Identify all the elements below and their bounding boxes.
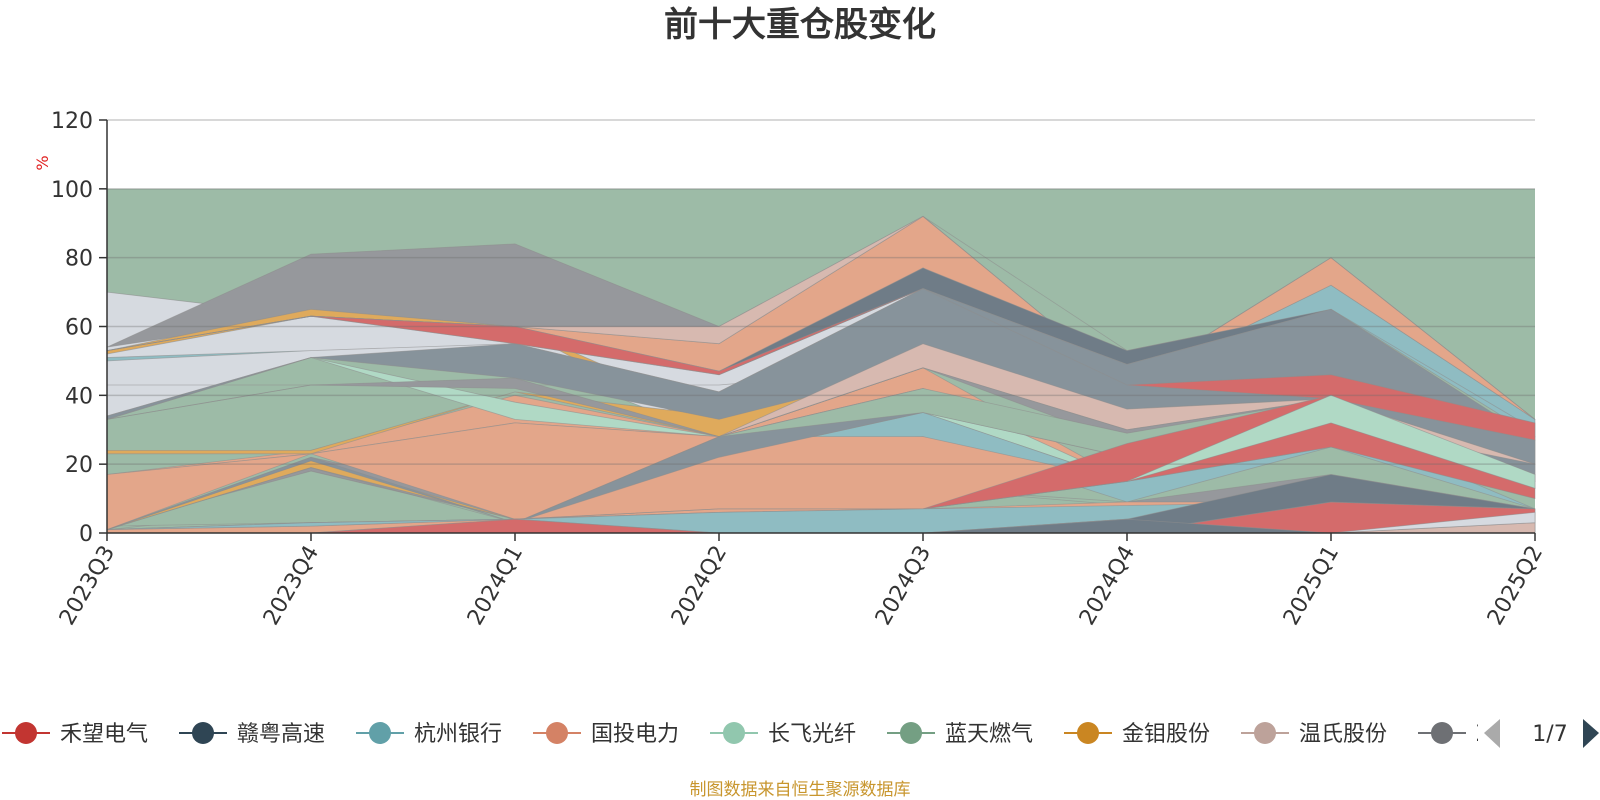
legend-marker (723, 722, 745, 744)
legend-item[interactable]: Z (1418, 722, 1491, 747)
legend-label: 温氏股份 (1299, 722, 1387, 747)
legend-item[interactable]: 赣粤高速 (179, 722, 325, 747)
x-tick-label: 2024Q4 (1075, 542, 1140, 630)
legend-marker (15, 722, 37, 744)
legend-label: 杭州银行 (414, 722, 502, 747)
x-tick-label: 2023Q3 (55, 542, 120, 630)
y-axis-unit: % (33, 155, 52, 170)
chart-title: 前十大重仓股变化 (664, 5, 936, 45)
legend-label: 国投电力 (591, 722, 679, 747)
x-tick-label: 2023Q4 (259, 542, 324, 630)
x-tick-label: 2024Q2 (667, 542, 732, 630)
legend-label: 长飞光纤 (768, 722, 856, 747)
area-bands (106, 215, 1536, 534)
legend-item[interactable]: 国投电力 (533, 722, 679, 747)
legend-marker (192, 722, 214, 744)
legend-prev-icon[interactable] (1484, 719, 1500, 748)
legend-label: 禾望电气 (60, 722, 148, 747)
y-tick-label: 120 (51, 109, 93, 134)
legend-marker (1431, 722, 1453, 744)
legend-label: 赣粤高速 (237, 722, 325, 747)
x-tick-label: 2024Q3 (871, 542, 936, 630)
x-tick-label: 2025Q2 (1483, 542, 1548, 630)
legend-marker (1254, 722, 1276, 744)
y-tick-label: 60 (65, 316, 93, 341)
legend-item[interactable]: 温氏股份 (1241, 722, 1387, 747)
legend-item[interactable]: 杭州银行 (356, 722, 502, 747)
y-tick-label: 0 (79, 522, 93, 547)
legend-marker (369, 722, 391, 744)
legend-label: 蓝天燃气 (945, 722, 1033, 747)
legend-marker (546, 722, 568, 744)
area-band-23 (106, 394, 1536, 530)
legend: 禾望电气 赣粤高速 杭州银行 国投电力 长飞光纤 蓝天燃气 金钼股份 温氏股份 Z 1/7 (2, 719, 1599, 748)
legend-item[interactable]: 禾望电气 (2, 722, 148, 747)
area-band-12 (106, 288, 1536, 441)
legend-marker (1077, 722, 1099, 744)
area-band-9 (106, 215, 1536, 420)
legend-label: 金钼股份 (1122, 722, 1210, 747)
grid-lines (107, 119, 1535, 465)
legend-item[interactable]: 金钼股份 (1064, 722, 1210, 747)
x-tick-label: 2024Q1 (463, 542, 528, 630)
y-tick-label: 100 (51, 178, 93, 203)
legend-label: Z (1476, 722, 1491, 747)
y-tick-label: 40 (65, 384, 93, 409)
y-tick-label: 80 (65, 247, 93, 272)
legend-item[interactable]: 蓝天燃气 (887, 722, 1033, 747)
data-source-note: 制图数据来自恒生聚源数据库 (690, 780, 911, 800)
legend-page-indicator: 1/7 (1532, 722, 1567, 747)
legend-item[interactable]: 长飞光纤 (710, 722, 856, 747)
y-tick-label: 20 (65, 453, 93, 478)
x-tick-label: 2025Q1 (1279, 542, 1344, 630)
legend-next-icon[interactable] (1583, 719, 1599, 748)
legend-marker (900, 722, 922, 744)
